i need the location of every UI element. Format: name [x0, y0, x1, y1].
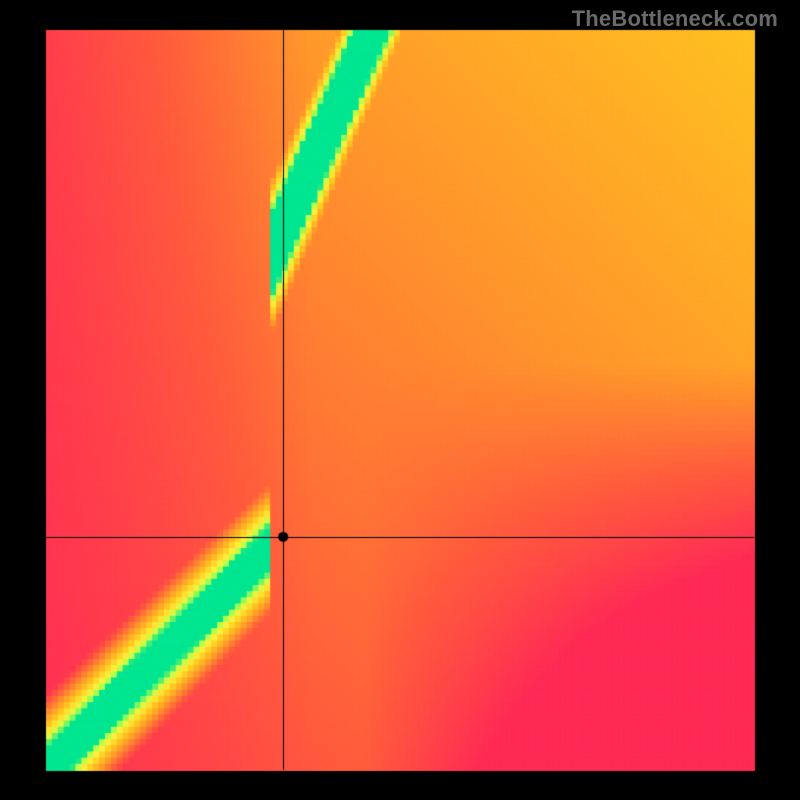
- chart-container: TheBottleneck.com: [0, 0, 800, 800]
- crosshair-overlay: [0, 0, 800, 800]
- watermark-text: TheBottleneck.com: [572, 6, 778, 32]
